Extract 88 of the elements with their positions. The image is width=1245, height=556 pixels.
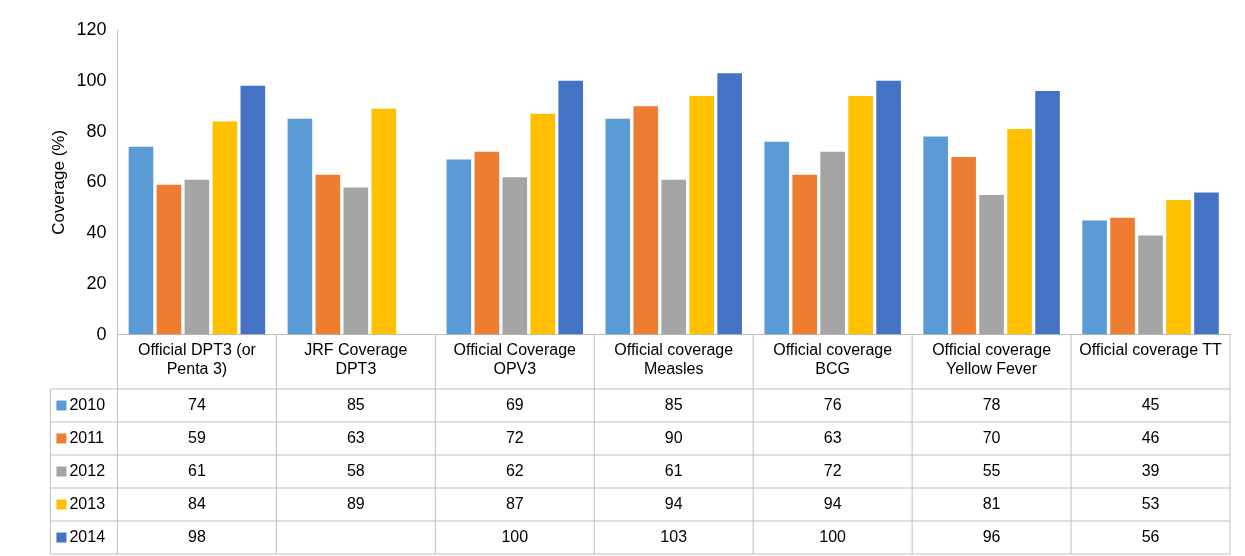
bar [371,108,397,335]
x-tick-label: Official coverage TT [1079,340,1223,358]
bar [530,113,556,335]
data-label: 61 [664,461,683,479]
x-tick-label: JRF Coverage DPT3 [304,340,408,377]
x-tick-label: Official Coverage OPV3 [453,340,577,377]
data-label: 39 [1141,461,1160,479]
data-label: 85 [346,395,365,413]
data-label: 84 [188,494,206,512]
data-label: 55 [982,461,1001,479]
data-label: 62 [505,461,524,479]
x-tick-label: Official coverage BCG [773,340,893,377]
bar [184,179,210,335]
y-tick-label: 100 [76,69,107,90]
bar [605,118,631,335]
bar [156,184,182,335]
bar [979,194,1004,335]
bar [923,136,948,335]
bar [661,179,687,335]
legend-label: 2013 [69,494,106,512]
data-label: 46 [1141,428,1160,446]
legend-label: 2011 [69,428,104,446]
data-label: 76 [823,395,842,413]
bar [128,146,154,335]
bar [951,156,976,335]
data-label: 45 [1141,395,1160,413]
data-label: 90 [664,428,683,446]
bar [1138,235,1163,335]
bar [502,177,528,335]
data-label: 63 [346,428,365,446]
bar [558,80,584,335]
y-tick-label: 120 [76,18,107,39]
bar [633,106,659,335]
bar [212,121,238,335]
legend-label: 2010 [69,395,106,413]
data-label: 70 [982,428,1001,446]
bar [876,80,901,335]
data-label: 59 [188,428,206,446]
data-label: 100 [819,527,847,545]
data-label: 63 [823,428,842,446]
y-tick-label: 40 [86,222,107,243]
y-tick-label: 80 [86,120,107,141]
bar [848,96,873,335]
bar [1035,90,1060,335]
y-tick-label: 20 [86,272,107,293]
data-label: 58 [346,461,365,479]
data-label: 94 [664,494,683,512]
data-label: 87 [505,494,524,512]
data-label: 81 [982,494,1001,512]
data-label: 96 [982,527,1001,545]
bar [1007,129,1032,335]
bar [287,118,313,335]
data-label: 72 [505,428,524,446]
bar [717,73,742,335]
data-label: 72 [823,461,842,479]
data-label: 78 [982,395,1001,413]
bar [474,151,500,335]
bar [764,141,790,335]
bar [240,85,266,335]
data-label: 85 [664,395,683,413]
bar [1110,217,1135,335]
x-tick-label: Official DPT3 (or Penta 3) [137,340,257,377]
bar [792,174,817,335]
bar [1166,200,1191,335]
bar [343,187,369,335]
bar [1194,192,1219,335]
legend-label: 2012 [69,461,106,479]
data-label: 74 [188,395,206,413]
data-label: 56 [1141,527,1160,545]
bar [1082,220,1107,335]
x-tick-label: Official coverage Yellow Fever [932,340,1052,377]
y-tick-label: 60 [86,171,107,192]
y-tick-label: 0 [96,323,107,344]
data-label: 61 [188,461,206,479]
data-label: 100 [501,527,529,545]
y-axis-title: Coverage (%) [48,129,68,235]
data-label: 89 [346,494,365,512]
data-label: 53 [1141,494,1160,512]
data-label: 69 [505,395,524,413]
bar [820,151,845,335]
bar [315,174,341,335]
data-label: 98 [188,527,206,545]
bar [689,96,714,335]
x-tick-label: Official coverage Measles [614,340,734,377]
legend-label: 2014 [69,527,106,545]
bar [446,159,472,335]
data-label: 103 [660,527,688,545]
data-label: 94 [823,494,842,512]
